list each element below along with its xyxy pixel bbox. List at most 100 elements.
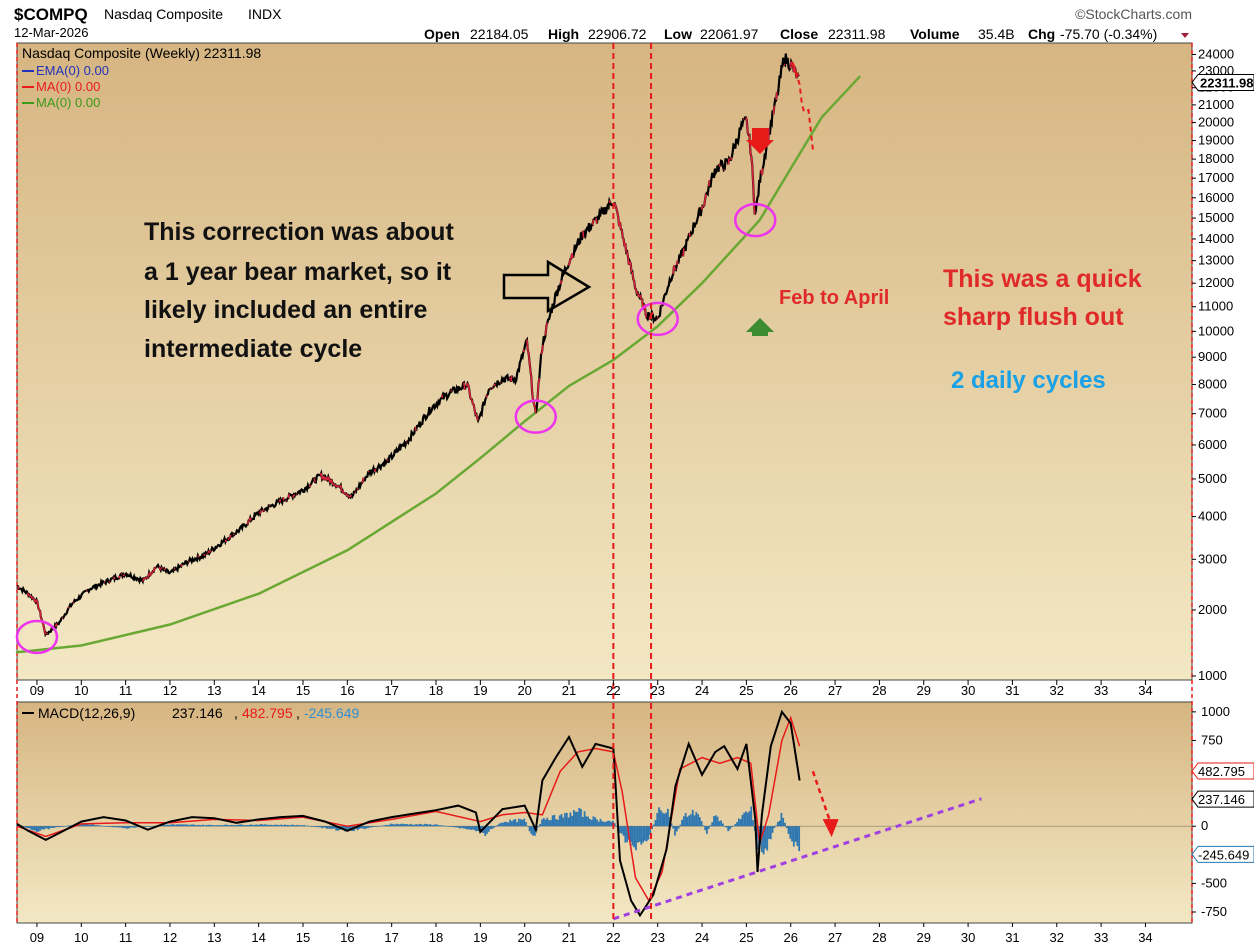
macd-histogram-bar (400, 823, 403, 827)
macd-line (16, 709, 801, 918)
macd-histogram-bar (110, 826, 112, 827)
macd-histogram-bar (539, 823, 542, 827)
macd-histogram-bar (120, 826, 123, 828)
macd-histogram-bar (626, 826, 629, 843)
macd-histogram-bar (484, 826, 487, 836)
macd-histogram-bar (580, 809, 582, 827)
macd-histogram-bar (220, 825, 222, 827)
axes: 1000200030004000500060007000800090001000… (30, 46, 1254, 945)
macd-x-tick-label: 17 (384, 930, 398, 945)
macd-histogram-bar (549, 820, 552, 827)
macd-histogram-bar (721, 823, 724, 827)
macd-value-box (1191, 790, 1254, 808)
macd-histogram-bar (425, 823, 428, 827)
macd-histogram-bar (463, 826, 465, 829)
macd-histogram-bar (594, 817, 597, 827)
macd-histogram-bar (399, 824, 401, 827)
price-y-tick-label: 12000 (1198, 275, 1234, 290)
macd-histogram-bar (487, 826, 490, 832)
price-x-tick-label: 24 (695, 683, 709, 698)
macd-histogram-bar (798, 826, 801, 852)
macd-histogram-bar (390, 823, 393, 827)
macd-histogram-bar (603, 821, 605, 827)
macd-histogram-bar (613, 823, 616, 827)
macd-histogram-bar (166, 824, 169, 827)
macd-histogram-bar (587, 816, 589, 827)
macd-y-tick-label: -750 (1201, 904, 1227, 919)
macd-histogram-bar (289, 825, 292, 827)
macd-histogram-bar (188, 824, 190, 827)
macd-histogram-bar (330, 826, 332, 829)
macd-histogram-bar (792, 826, 795, 847)
macd-x-tick-label: 23 (650, 930, 664, 945)
macd-histogram-bar (514, 819, 517, 827)
macd-panel-bg (17, 702, 1192, 923)
macd-histogram-bar (118, 826, 121, 828)
chg-label: Chg (1028, 26, 1055, 42)
price-title: Nasdaq Composite (Weekly) 22311.98 (22, 45, 261, 61)
macd-histogram-bar (541, 819, 543, 827)
price-y-tick-label: 8000 (1198, 377, 1227, 392)
macd-histogram-bar (555, 819, 558, 827)
macd-histogram-bar (615, 826, 618, 827)
macd-histogram-bar (251, 824, 254, 827)
macd-histogram-bar (280, 824, 283, 827)
price-x-tick-label: 33 (1094, 683, 1108, 698)
macd-histogram-bar (604, 821, 607, 827)
macd-histogram-bar (681, 819, 683, 827)
macd-histogram-bar (718, 821, 721, 827)
bear-text-line-2: a 1 year bear market, so it (144, 258, 452, 286)
macd-histogram-bar (369, 826, 371, 828)
macd-histogram-bar (528, 826, 531, 832)
macd-histogram-bar (58, 826, 61, 828)
macd-histogram-bar (590, 820, 593, 827)
macd-histogram-bar (165, 824, 167, 827)
macd-histogram-bar (776, 821, 779, 827)
macd-histogram-bar (599, 818, 602, 827)
price-x-tick-label: 32 (1050, 683, 1064, 698)
macd-histogram-bar (292, 824, 295, 827)
macd-histogram-bar (32, 826, 34, 831)
macd-histogram-bar (262, 824, 265, 827)
bear-text-line-3: likely included an entire (144, 296, 428, 324)
macd-x-tick-label: 10 (74, 930, 88, 945)
macd-histogram-bar (179, 824, 182, 827)
macd-histogram-bar (324, 826, 327, 828)
macd-histogram-bar (331, 826, 334, 829)
macd-x-tick-label: 09 (30, 930, 44, 945)
macd-histogram-bar (301, 825, 304, 827)
macd-histogram-bar (486, 826, 488, 834)
macd-histogram-bar (518, 818, 520, 827)
macd-histogram-bar (635, 826, 637, 851)
macd-histogram-bar (447, 826, 449, 827)
macd-histogram-bar (729, 826, 731, 830)
macd-histogram-bar (645, 826, 648, 842)
price-x-tick-label: 23 (650, 683, 664, 698)
macd-histogram-bar (457, 826, 460, 828)
macd-histogram-bar (439, 825, 442, 827)
macd-histogram-bar (287, 824, 290, 827)
price-x-tick-label: 14 (251, 683, 265, 698)
macd-histogram-bar (131, 826, 134, 828)
macd-histogram-bar (475, 826, 478, 832)
macd-histogram-bar (260, 824, 263, 827)
macd-histogram-bar (418, 823, 421, 827)
macd-histogram-bar (436, 824, 439, 827)
macd-histogram-bar (204, 825, 206, 827)
last-price-label: 22311.98 (1200, 75, 1254, 90)
macd-x-tick-label: 16 (340, 930, 354, 945)
macd-histogram-bar (33, 826, 36, 831)
macd-histogram-bar (397, 824, 400, 827)
macd-histogram-bar (315, 826, 318, 828)
macd-histogram-bar (784, 822, 786, 827)
macd-histogram-bar (574, 811, 577, 827)
macd-histogram-bar (186, 824, 189, 827)
overlay-plot (15, 43, 777, 923)
macd-histogram-bar (638, 826, 641, 842)
macd-histogram-bar (195, 825, 198, 827)
price-y-tick-label: 4000 (1198, 509, 1227, 524)
price-y-tick-label: 14000 (1198, 231, 1234, 246)
price-x-tick-label: 30 (961, 683, 975, 698)
price-y-tick-label: 10000 (1198, 323, 1234, 338)
price-x-tick-label: 27 (828, 683, 842, 698)
